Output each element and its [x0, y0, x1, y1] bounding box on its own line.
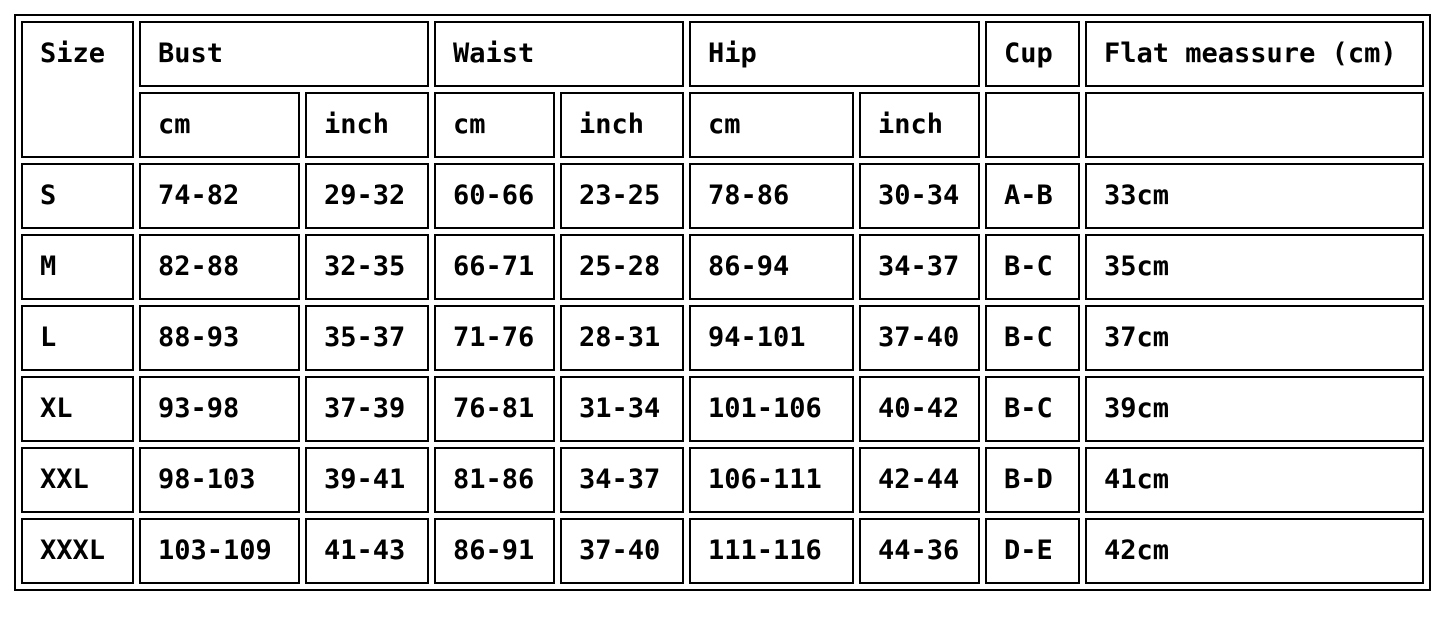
cell-flat-measure: 33cm — [1085, 163, 1424, 229]
cell-waist-cm: 66-71 — [434, 234, 555, 300]
cell-hip-cm: 111-116 — [689, 518, 854, 584]
size-chart-table: Size Bust Waist Hip Cup Flat meassure (c… — [14, 14, 1431, 591]
cell-waist-cm: 81-86 — [434, 447, 555, 513]
cell-waist-cm: 86-91 — [434, 518, 555, 584]
header-row-units: cm inch cm inch cm inch — [21, 92, 1424, 158]
cell-waist-cm: 71-76 — [434, 305, 555, 371]
cell-size: XL — [21, 376, 134, 442]
cell-cup: B-C — [985, 376, 1080, 442]
table-row-xl: XL 93-98 37-39 76-81 31-34 101-106 40-42… — [21, 376, 1424, 442]
cell-hip-cm: 78-86 — [689, 163, 854, 229]
table-row-xxl: XXL 98-103 39-41 81-86 34-37 106-111 42-… — [21, 447, 1424, 513]
cell-bust-inch: 29-32 — [305, 163, 429, 229]
cell-bust-inch: 35-37 — [305, 305, 429, 371]
table-header: Size Bust Waist Hip Cup Flat meassure (c… — [21, 21, 1424, 158]
cell-waist-inch: 25-28 — [560, 234, 684, 300]
cell-cup: B-C — [985, 234, 1080, 300]
unit-cell-waist-inch: inch — [560, 92, 684, 158]
header-cell-waist: Waist — [434, 21, 684, 87]
cell-hip-cm: 94-101 — [689, 305, 854, 371]
cell-waist-cm: 60-66 — [434, 163, 555, 229]
cell-bust-cm: 74-82 — [139, 163, 300, 229]
header-cell-flat-measure: Flat meassure (cm) — [1085, 21, 1424, 87]
header-cell-cup: Cup — [985, 21, 1080, 87]
cell-waist-inch: 28-31 — [560, 305, 684, 371]
cell-flat-measure: 35cm — [1085, 234, 1424, 300]
cell-waist-inch: 31-34 — [560, 376, 684, 442]
cell-bust-cm: 88-93 — [139, 305, 300, 371]
cell-size: XXXL — [21, 518, 134, 584]
unit-cell-flat-empty — [1085, 92, 1424, 158]
cell-waist-inch: 23-25 — [560, 163, 684, 229]
cell-waist-inch: 37-40 — [560, 518, 684, 584]
cell-hip-cm: 86-94 — [689, 234, 854, 300]
table-row-s: S 74-82 29-32 60-66 23-25 78-86 30-34 A-… — [21, 163, 1424, 229]
cell-hip-inch: 34-37 — [859, 234, 980, 300]
cell-bust-inch: 39-41 — [305, 447, 429, 513]
unit-cell-waist-cm: cm — [434, 92, 555, 158]
cell-hip-inch: 30-34 — [859, 163, 980, 229]
cell-hip-inch: 37-40 — [859, 305, 980, 371]
cell-cup: D-E — [985, 518, 1080, 584]
cell-flat-measure: 39cm — [1085, 376, 1424, 442]
cell-flat-measure: 41cm — [1085, 447, 1424, 513]
cell-waist-inch: 34-37 — [560, 447, 684, 513]
cell-size: S — [21, 163, 134, 229]
cell-flat-measure: 42cm — [1085, 518, 1424, 584]
cell-hip-cm: 106-111 — [689, 447, 854, 513]
unit-cell-cup-empty — [985, 92, 1080, 158]
page-background: Size Bust Waist Hip Cup Flat meassure (c… — [14, 14, 1431, 591]
unit-cell-hip-inch: inch — [859, 92, 980, 158]
cell-bust-cm: 82-88 — [139, 234, 300, 300]
cell-flat-measure: 37cm — [1085, 305, 1424, 371]
cell-bust-cm: 98-103 — [139, 447, 300, 513]
cell-waist-cm: 76-81 — [434, 376, 555, 442]
cell-size: M — [21, 234, 134, 300]
table-row-m: M 82-88 32-35 66-71 25-28 86-94 34-37 B-… — [21, 234, 1424, 300]
cell-size: XXL — [21, 447, 134, 513]
cell-bust-inch: 41-43 — [305, 518, 429, 584]
table-row-xxxl: XXXL 103-109 41-43 86-91 37-40 111-116 4… — [21, 518, 1424, 584]
cell-bust-cm: 93-98 — [139, 376, 300, 442]
unit-cell-bust-cm: cm — [139, 92, 300, 158]
cell-bust-inch: 32-35 — [305, 234, 429, 300]
unit-cell-bust-inch: inch — [305, 92, 429, 158]
table-row-l: L 88-93 35-37 71-76 28-31 94-101 37-40 B… — [21, 305, 1424, 371]
header-cell-bust: Bust — [139, 21, 429, 87]
cell-bust-inch: 37-39 — [305, 376, 429, 442]
table-body: S 74-82 29-32 60-66 23-25 78-86 30-34 A-… — [21, 163, 1424, 584]
cell-bust-cm: 103-109 — [139, 518, 300, 584]
header-cell-hip: Hip — [689, 21, 980, 87]
cell-hip-cm: 101-106 — [689, 376, 854, 442]
cell-size: L — [21, 305, 134, 371]
header-cell-size: Size — [21, 21, 134, 158]
cell-hip-inch: 42-44 — [859, 447, 980, 513]
cell-cup: B-D — [985, 447, 1080, 513]
cell-cup: B-C — [985, 305, 1080, 371]
header-row-main: Size Bust Waist Hip Cup Flat meassure (c… — [21, 21, 1424, 158]
cell-hip-inch: 40-42 — [859, 376, 980, 442]
cell-hip-inch: 44-36 — [859, 518, 980, 584]
unit-cell-hip-cm: cm — [689, 92, 854, 158]
cell-cup: A-B — [985, 163, 1080, 229]
